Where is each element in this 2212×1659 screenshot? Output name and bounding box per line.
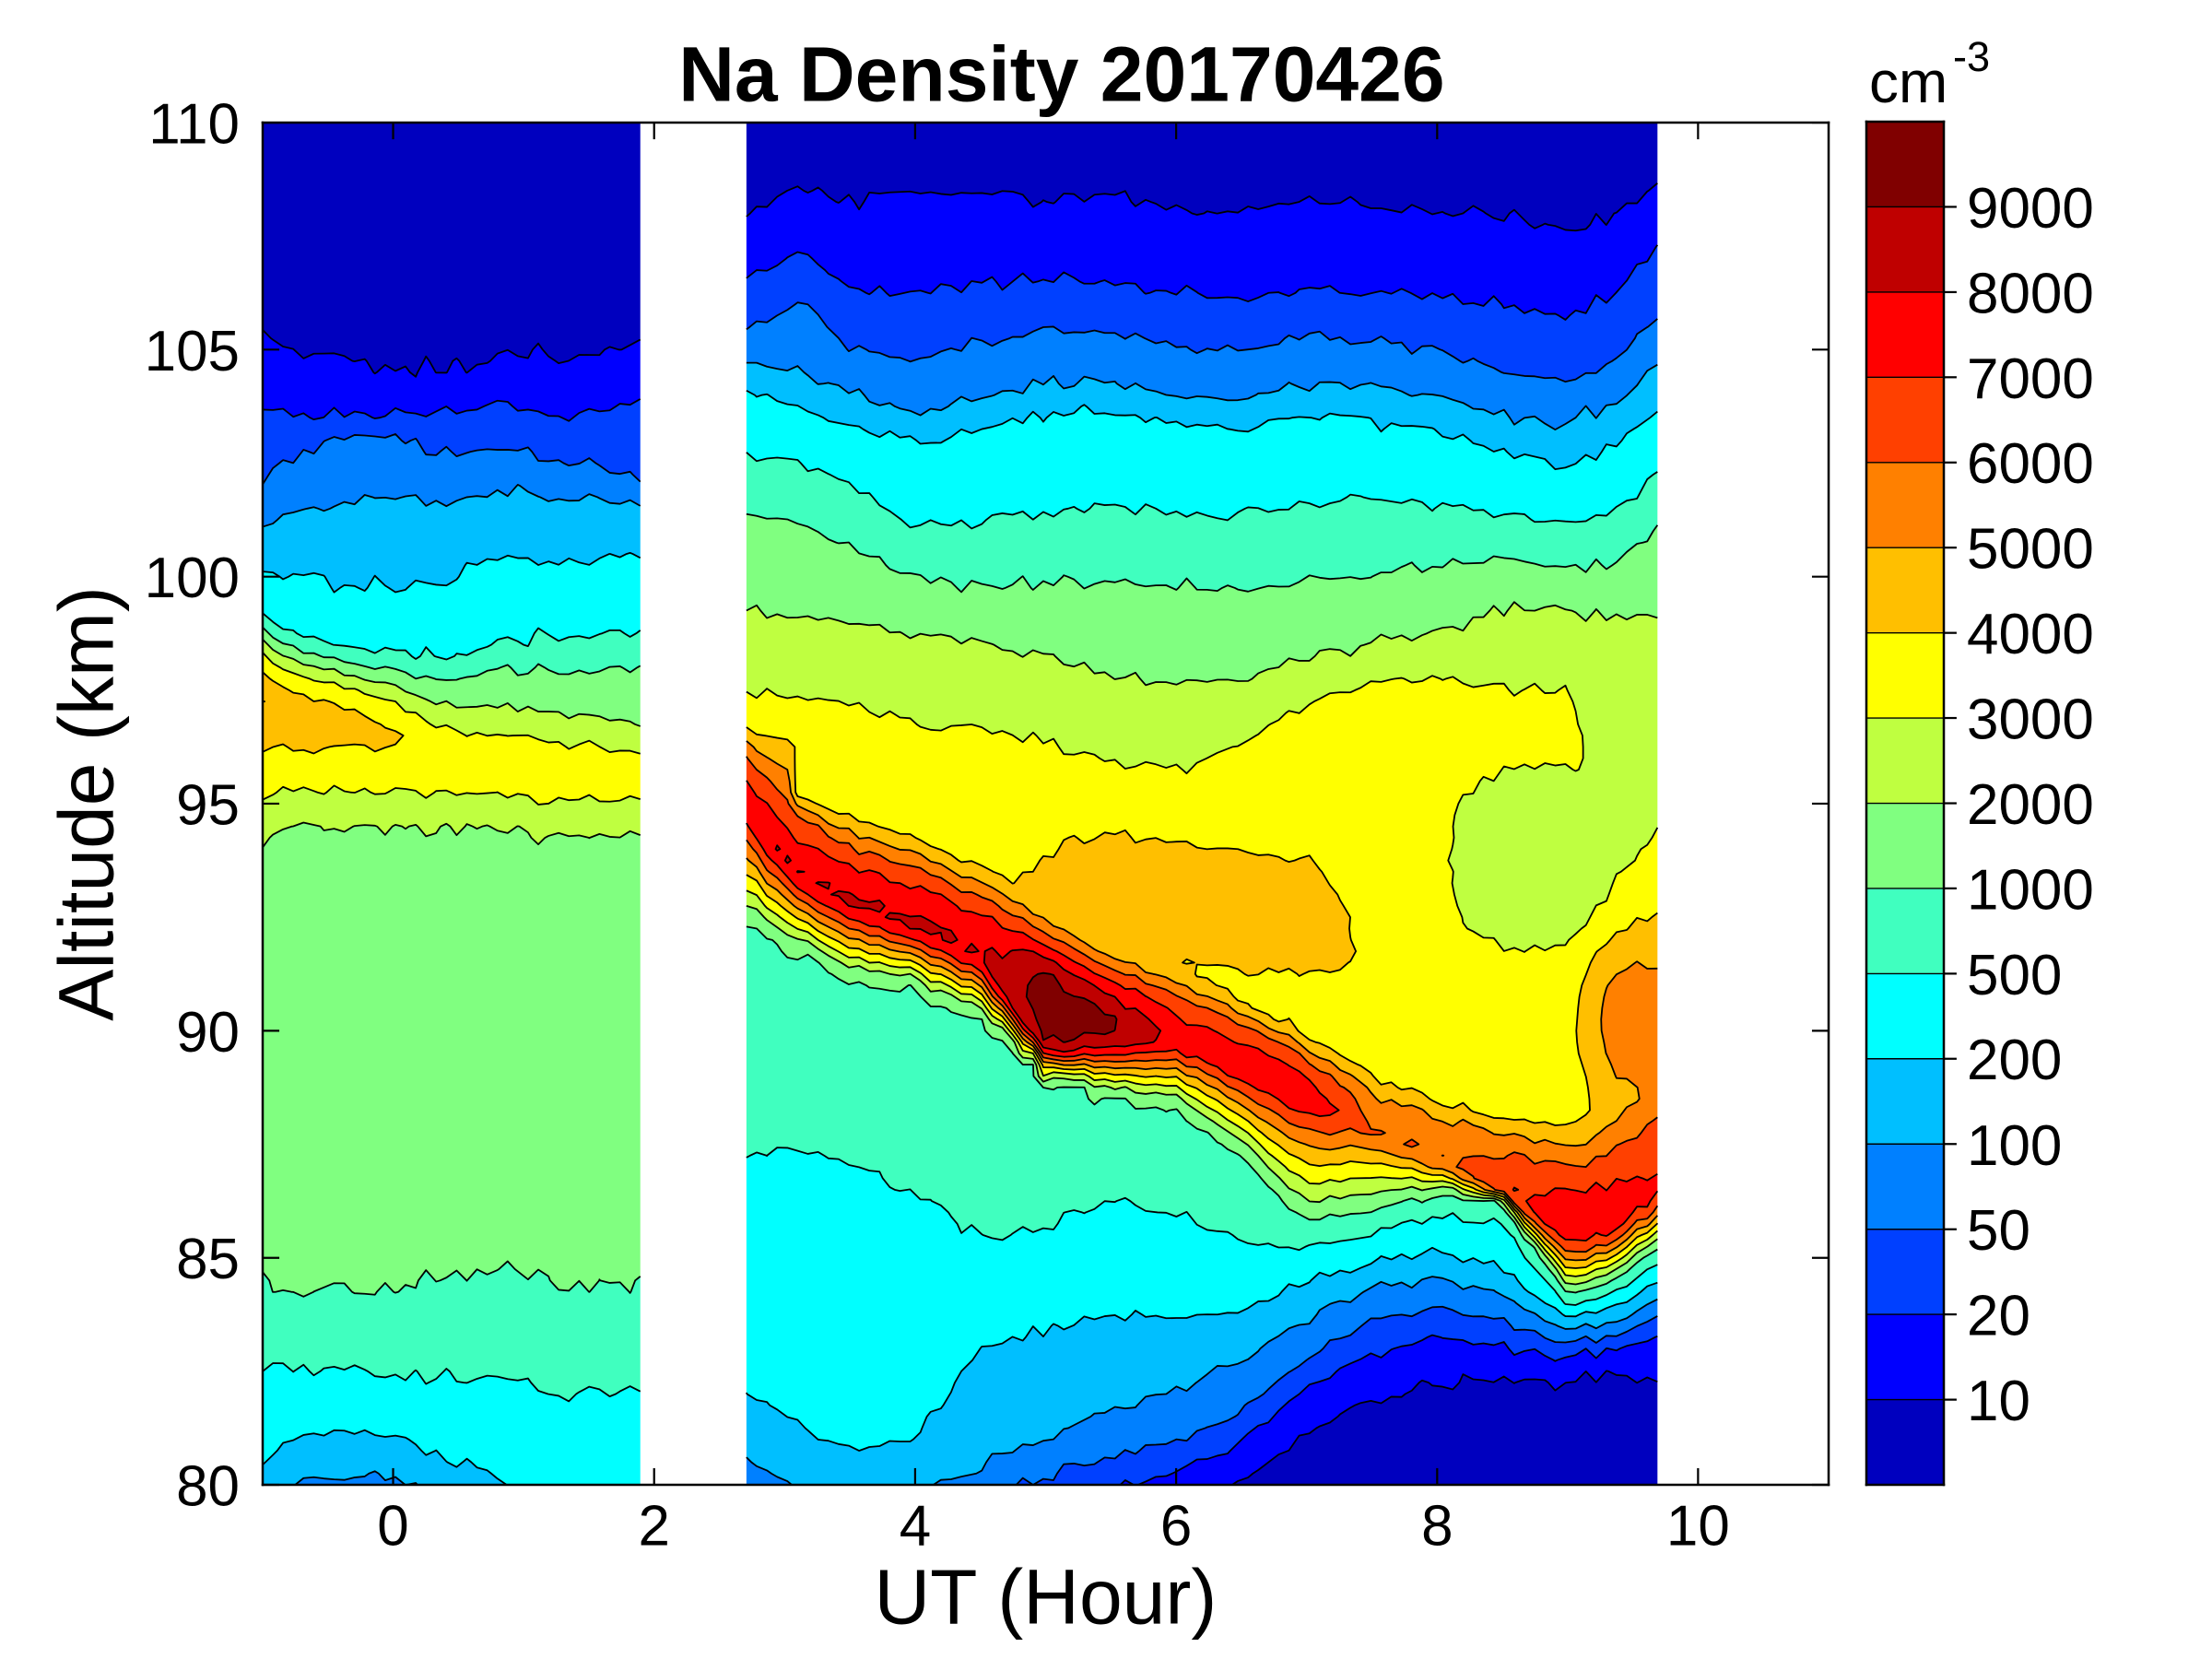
- svg-text:4000: 4000: [1967, 603, 2094, 666]
- svg-text:110: 110: [148, 92, 240, 156]
- svg-text:1000: 1000: [1967, 858, 2094, 922]
- svg-text:UT (Hour): UT (Hour): [874, 1554, 1217, 1641]
- svg-text:105: 105: [145, 320, 240, 383]
- svg-text:Altitude (km): Altitude (km): [43, 586, 130, 1021]
- svg-text:200: 200: [1967, 1029, 2062, 1092]
- svg-text:7000: 7000: [1967, 347, 2094, 411]
- svg-text:100: 100: [1967, 1114, 2062, 1178]
- svg-text:9000: 9000: [1967, 177, 2094, 241]
- svg-text:3000: 3000: [1967, 688, 2094, 752]
- svg-text:2000: 2000: [1967, 773, 2094, 837]
- svg-text:6000: 6000: [1967, 432, 2094, 496]
- svg-text:10: 10: [1967, 1370, 2030, 1433]
- svg-text:4: 4: [900, 1495, 931, 1559]
- svg-text:8000: 8000: [1967, 262, 2094, 325]
- svg-text:cm: cm: [1869, 49, 1947, 115]
- svg-text:90: 90: [176, 1001, 240, 1065]
- svg-text:95: 95: [176, 773, 240, 837]
- svg-text:80: 80: [176, 1454, 240, 1518]
- svg-text:100: 100: [145, 547, 240, 610]
- svg-text:20: 20: [1967, 1285, 2030, 1348]
- svg-text:Na Density 20170426: Na Density 20170426: [678, 30, 1444, 117]
- svg-text:50: 50: [1967, 1199, 2030, 1263]
- svg-text:10: 10: [1666, 1495, 1730, 1559]
- svg-text:8: 8: [1421, 1495, 1453, 1559]
- svg-text:2: 2: [638, 1495, 669, 1559]
- svg-text:0: 0: [377, 1495, 408, 1559]
- svg-text:500: 500: [1967, 944, 2062, 1007]
- svg-text:85: 85: [176, 1228, 240, 1291]
- svg-text:-3: -3: [1953, 33, 1990, 80]
- svg-text:6: 6: [1160, 1495, 1192, 1559]
- svg-text:5000: 5000: [1967, 518, 2094, 582]
